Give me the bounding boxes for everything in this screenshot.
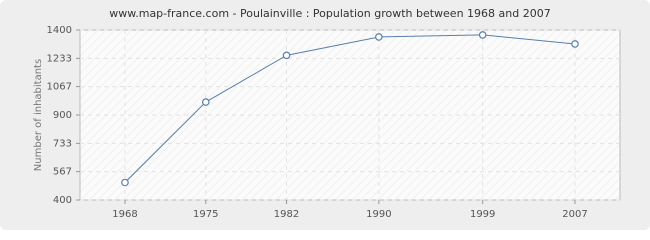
page: www.map-france.com - Poulainville : Popu…: [0, 0, 650, 230]
x-tick-label: 1982: [274, 209, 299, 220]
y-tick-label: 1400: [47, 25, 72, 36]
y-axis-label: Number of inhabitants: [33, 59, 44, 171]
data-point: [282, 51, 291, 60]
y-tick-label: 567: [53, 167, 72, 178]
y-tick-label: 1067: [47, 82, 72, 93]
chart: www.map-france.com - Poulainville : Popu…: [0, 0, 650, 230]
y-tick-label: 733: [53, 138, 72, 149]
x-tick-label: 2007: [562, 209, 587, 220]
data-line: [124, 34, 576, 183]
y-tick-label: 1233: [47, 53, 72, 64]
chart-title: www.map-france.com - Poulainville : Popu…: [109, 7, 550, 20]
data-point: [478, 31, 487, 39]
data-point: [121, 178, 129, 187]
y-tick-label: 900: [53, 110, 72, 121]
data-point: [201, 98, 210, 106]
data-point: [375, 33, 383, 41]
x-tick-label: 1990: [366, 209, 391, 220]
x-tick-label: 1999: [470, 209, 495, 220]
x-tick-label: 1975: [193, 209, 218, 220]
y-tick-label: 400: [53, 195, 72, 206]
x-tick-label: 1968: [112, 209, 137, 220]
data-point: [571, 40, 579, 48]
